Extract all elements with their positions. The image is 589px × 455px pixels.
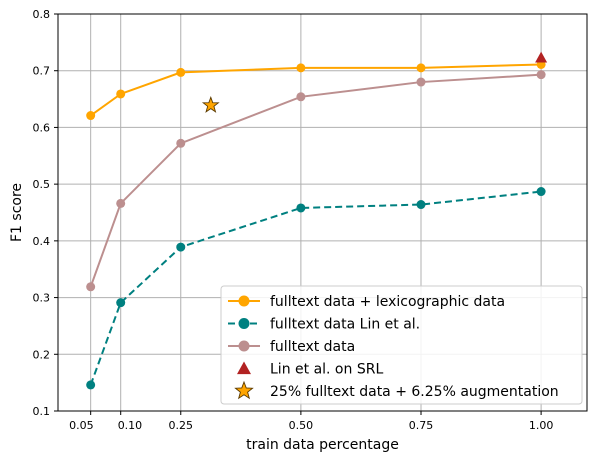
y-tick-label: 0.8 bbox=[33, 8, 51, 21]
series bbox=[535, 51, 548, 63]
data-point bbox=[238, 295, 250, 307]
x-tick-label: 0.75 bbox=[409, 419, 434, 432]
series-line bbox=[90, 63, 542, 117]
series-line bbox=[89, 190, 542, 386]
legend: fulltext data + lexicographic data fullte… bbox=[220, 285, 583, 405]
y-tick-label: 0.1 bbox=[33, 405, 51, 418]
legend-item: Lin et al. on SRL bbox=[237, 361, 383, 378]
series-line bbox=[89, 73, 542, 288]
y-axis-ticks: 0.1 0.2 0.3 0.4 0.5 0.6 0.7 0.8 bbox=[33, 8, 58, 418]
data-point bbox=[176, 138, 186, 148]
series bbox=[86, 59, 546, 121]
data-point bbox=[116, 298, 126, 308]
data-point bbox=[416, 77, 426, 87]
data-point bbox=[237, 361, 251, 375]
x-tick-label: 0.25 bbox=[169, 419, 194, 432]
y-axis-label: F1 score bbox=[9, 183, 25, 242]
legend-label: Lin et al. on SRL bbox=[270, 362, 383, 378]
y-tick-label: 0.3 bbox=[33, 292, 51, 305]
data-point bbox=[201, 95, 220, 113]
data-point bbox=[176, 242, 186, 252]
series bbox=[86, 187, 546, 390]
data-point bbox=[238, 318, 250, 329]
data-point bbox=[536, 70, 546, 80]
data-point bbox=[238, 340, 250, 352]
x-axis-ticks: 0.05 0.10 0.25 0.50 0.75 1.00 bbox=[69, 411, 553, 432]
series bbox=[86, 70, 546, 292]
y-tick-label: 0.5 bbox=[33, 178, 51, 191]
legend-item: 25% fulltext data + 6.25% augmentation bbox=[234, 380, 559, 400]
data-point bbox=[416, 63, 426, 73]
y-tick-label: 0.4 bbox=[33, 235, 51, 248]
data-point bbox=[536, 187, 546, 197]
data-point bbox=[86, 111, 96, 121]
data-point bbox=[86, 380, 96, 390]
x-tick-label: 0.05 bbox=[69, 419, 94, 432]
legend-box bbox=[220, 285, 583, 405]
data-point bbox=[116, 198, 126, 208]
series-layer bbox=[86, 51, 548, 390]
plot-frame bbox=[57, 13, 588, 412]
data-point bbox=[416, 200, 426, 210]
legend-label: 25% fulltext data + 6.25% augmentation bbox=[270, 384, 559, 400]
legend-item: fulltext data bbox=[228, 339, 355, 355]
data-point bbox=[86, 282, 96, 292]
legend-item: fulltext data Lin et al. bbox=[228, 317, 420, 333]
data-point bbox=[296, 63, 306, 73]
data-point bbox=[176, 67, 186, 77]
legend-label: fulltext data bbox=[270, 339, 355, 355]
y-tick-label: 0.6 bbox=[33, 121, 51, 134]
x-tick-label: 1.00 bbox=[529, 419, 554, 432]
legend-item: fulltext data + lexicographic data bbox=[228, 294, 505, 310]
y-tick-label: 0.7 bbox=[33, 65, 51, 78]
data-point bbox=[296, 203, 306, 213]
x-tick-label: 0.50 bbox=[289, 419, 314, 432]
data-point bbox=[535, 51, 548, 63]
y-tick-label: 0.2 bbox=[33, 348, 51, 361]
data-point bbox=[296, 92, 306, 102]
series bbox=[201, 95, 220, 113]
legend-label: fulltext data + lexicographic data bbox=[270, 294, 505, 310]
x-tick-label: 0.10 bbox=[118, 419, 142, 432]
data-point bbox=[116, 89, 126, 99]
data-point bbox=[234, 380, 254, 400]
legend-label: fulltext data Lin et al. bbox=[270, 317, 420, 333]
x-axis-label: train data percentage bbox=[246, 437, 399, 453]
